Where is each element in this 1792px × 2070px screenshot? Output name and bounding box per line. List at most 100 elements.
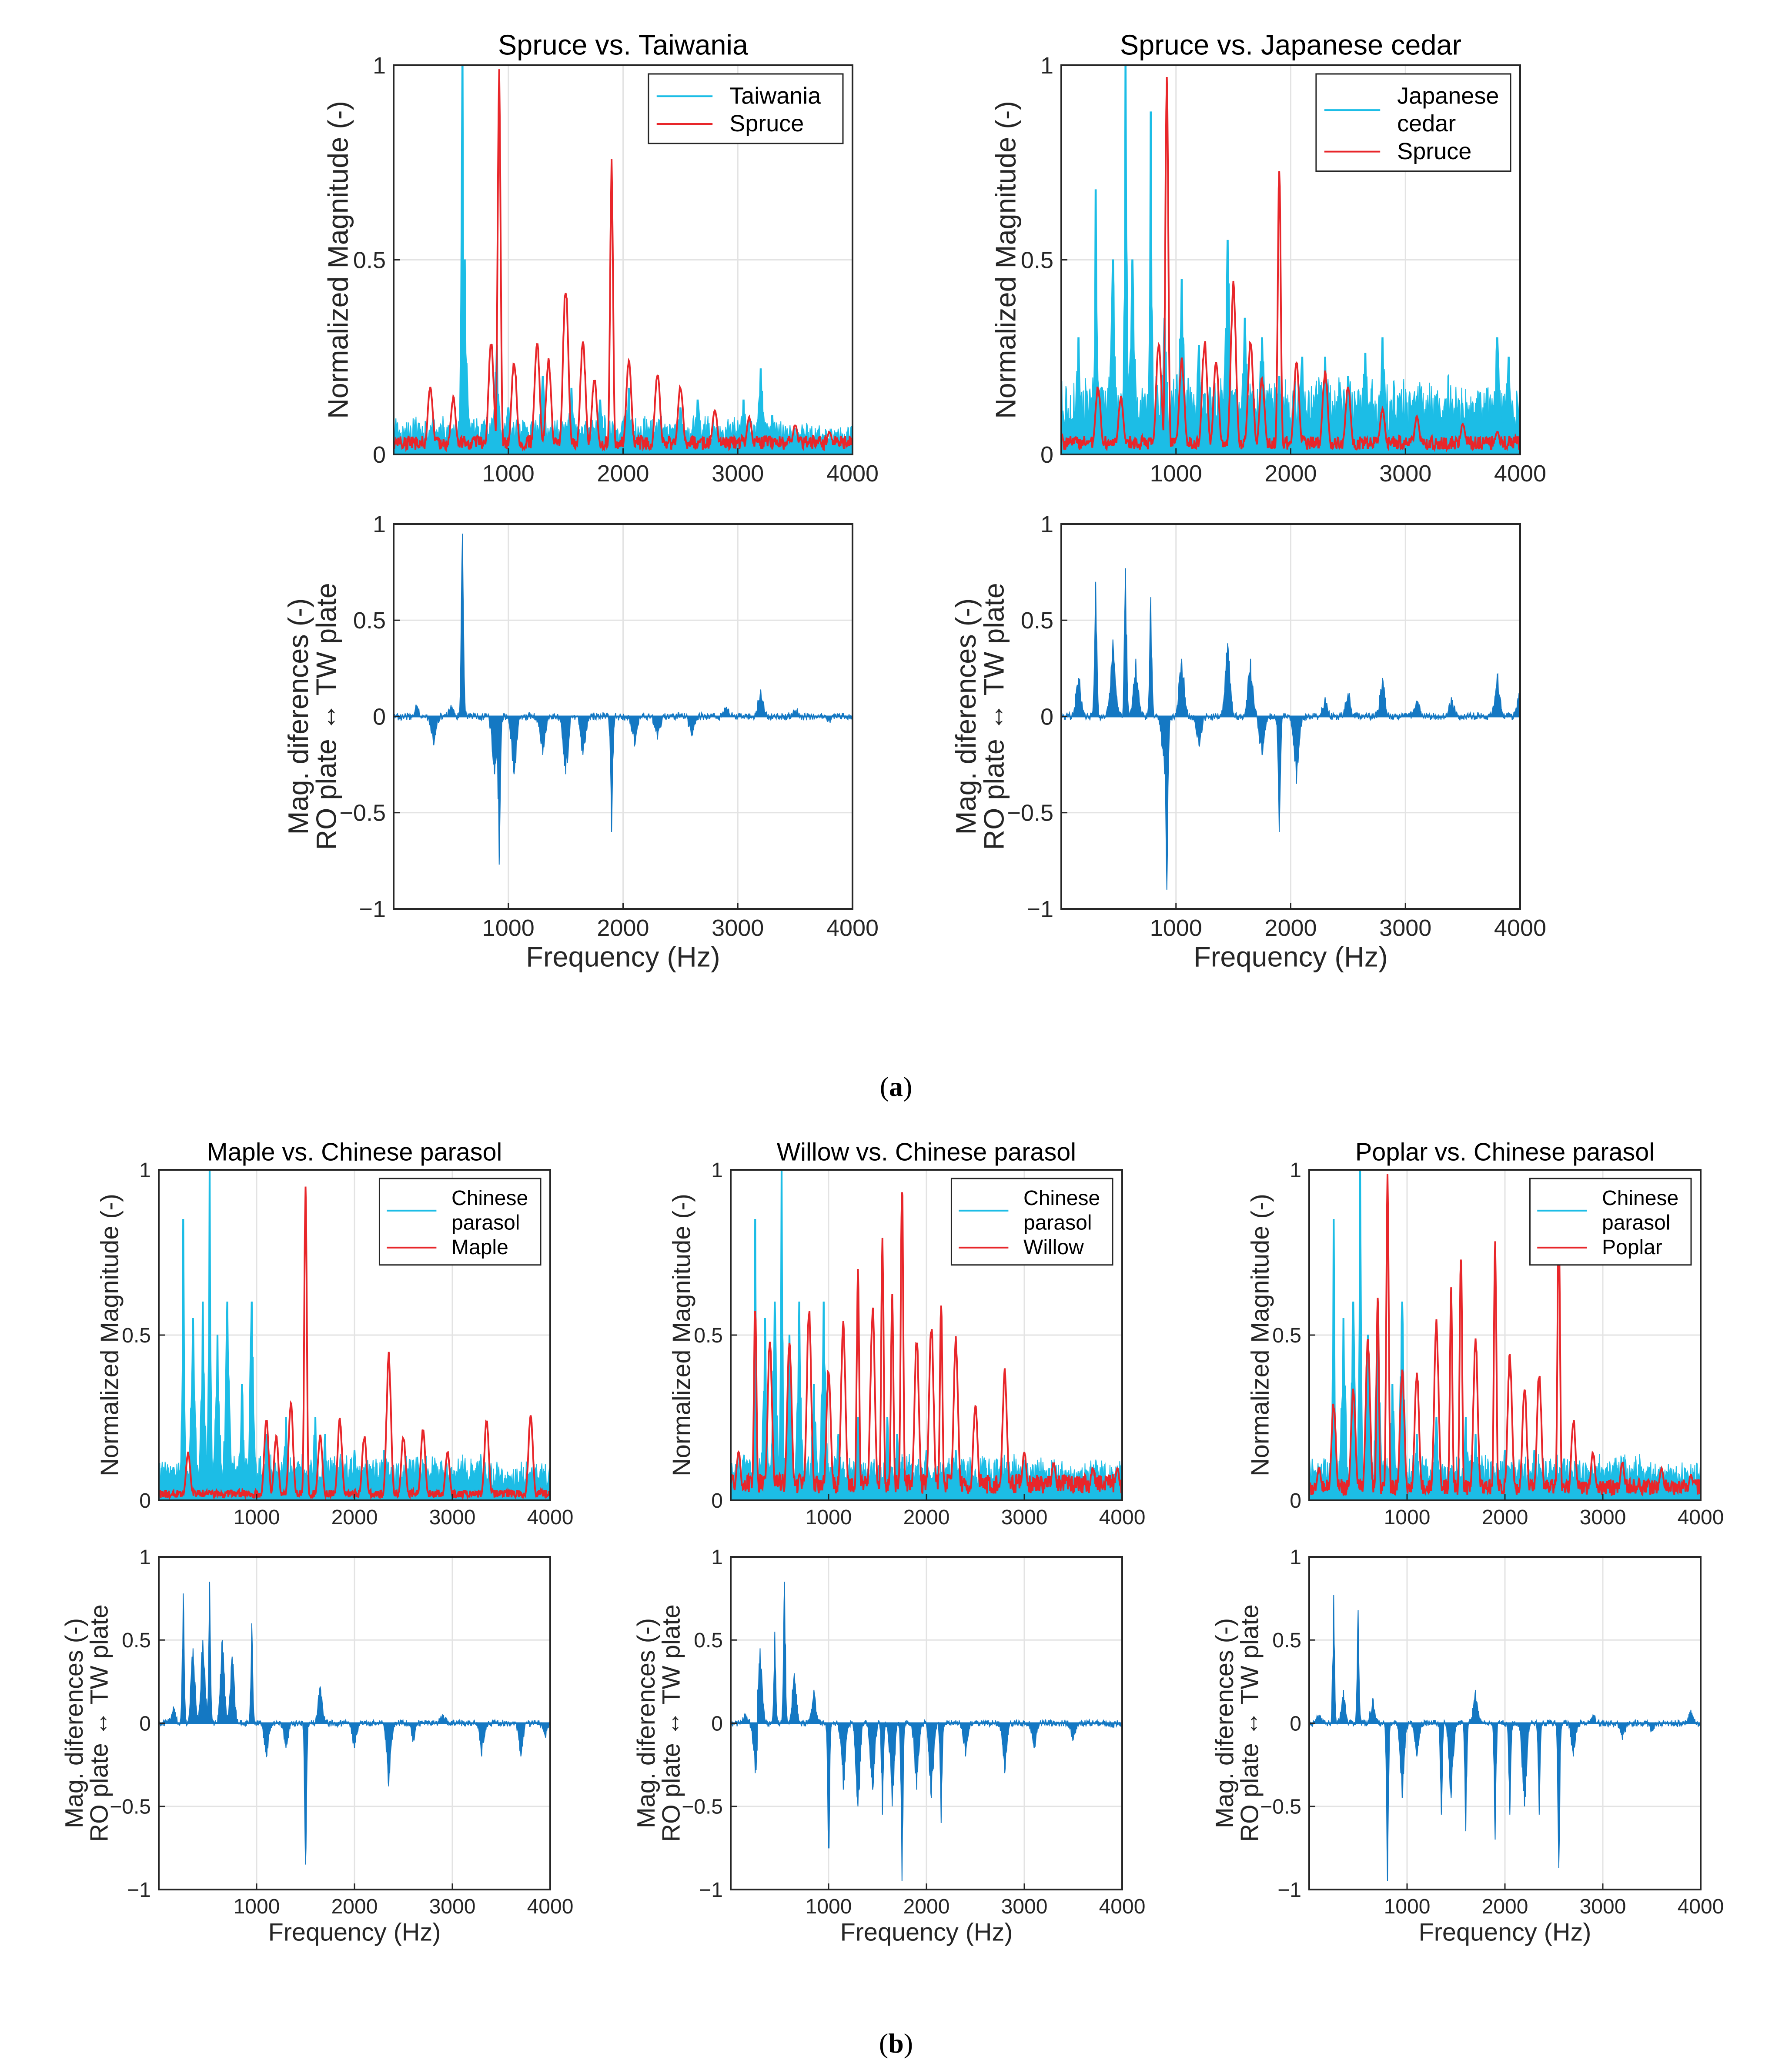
plot-area: [1309, 1170, 1701, 1500]
x-tick-label: 1000: [234, 1506, 280, 1529]
series-chinese-parasol-area: [1309, 1170, 1701, 1500]
y-axis-label: RO plate ↔ TW plate: [978, 583, 1010, 850]
x-tick-label: 2000: [903, 1506, 950, 1529]
y-tick-label: −1: [359, 896, 386, 922]
y-tick-label: 1: [1290, 1546, 1301, 1569]
y-tick-label: 0.5: [694, 1324, 723, 1347]
chart-title: Spruce vs. Taiwania: [498, 29, 749, 61]
legend-label: Japanese: [1397, 83, 1499, 109]
y-axis-label: Mag. diferences (-): [60, 1618, 88, 1828]
series-japanese-cedar-area: [1061, 65, 1520, 454]
y-tick-label: 1: [373, 511, 386, 538]
x-tick-label: 2000: [1482, 1895, 1528, 1918]
series-chinese-parasol-area: [731, 1170, 1122, 1500]
legend-label: Taiwania: [729, 83, 821, 109]
legend-label: Chinese: [1023, 1187, 1100, 1210]
series-taiwania-area: [394, 65, 853, 454]
x-tick-label: 4000: [527, 1895, 574, 1918]
y-tick-label: −1: [1026, 896, 1053, 922]
series-difference-area: [1309, 1595, 1701, 1881]
x-tick-label: 2000: [331, 1506, 378, 1529]
y-tick-label: 0: [1040, 442, 1053, 468]
chart-a2-top: 1000 2000 3000 4000 0 0.5 1 Spruce vs. Japanese…: [990, 29, 1546, 487]
chart-b1-bottom: 1000 2000 3000 4000 −1 −0.5 0 0.5 1 Frequency (Hz…: [60, 1546, 574, 1946]
plot-area: [1061, 65, 1520, 454]
x-tick-label: 3000: [1379, 461, 1431, 487]
y-tick-label: 1: [1040, 511, 1053, 538]
y-tick-label: 1: [139, 1159, 151, 1182]
x-tick-label: 4000: [826, 915, 879, 941]
plot-area: [159, 1170, 550, 1500]
x-tick-label: 4000: [527, 1506, 574, 1529]
y-tick-label: −0.5: [682, 1796, 723, 1819]
y-axis-label: RO plate ↔ TW plate: [1236, 1604, 1264, 1842]
legend-box: [1529, 1178, 1692, 1266]
x-tick-label: 4000: [1678, 1506, 1724, 1529]
y-tick-label: −1: [1277, 1879, 1301, 1902]
x-axis-label: Frequency (Hz): [526, 941, 720, 972]
x-axis-label: Frequency (Hz): [1194, 941, 1388, 972]
x-tick-label: 3000: [1580, 1895, 1626, 1918]
y-tick-label: 0: [1290, 1489, 1301, 1512]
x-tick-label: 3000: [712, 915, 764, 941]
legend-label: Willow: [1023, 1236, 1084, 1259]
legend-box: [1315, 73, 1511, 172]
chart-b1-top: 1000 2000 3000 4000 0 0.5 1 Maple vs. Chinese p…: [96, 1138, 573, 1529]
x-tick-label: 2000: [331, 1895, 378, 1918]
x-tick-label: 1000: [234, 1895, 280, 1918]
x-tick-label: 1000: [1384, 1506, 1431, 1529]
y-axis-label: Mag. diferences (-): [282, 598, 314, 835]
y-tick-label: −1: [699, 1879, 723, 1902]
series-spruce-line: [394, 69, 853, 452]
y-tick-label: −0.5: [110, 1796, 151, 1819]
legend-label: Chinese: [1602, 1187, 1678, 1210]
legend-label: Maple: [451, 1236, 508, 1259]
caption-b: (b): [879, 2028, 913, 2059]
y-axis-label: Normalized Magnitude (-): [668, 1194, 695, 1476]
x-tick-label: 2000: [597, 461, 649, 487]
y-axis-label: Normalized Magnitude (-): [990, 101, 1022, 419]
y-tick-label: −1: [127, 1879, 151, 1902]
y-tick-label: 0: [139, 1712, 151, 1735]
legend-label: Spruce: [1397, 138, 1471, 164]
x-tick-label: 1000: [1384, 1895, 1431, 1918]
chart-title: Poplar vs. Chinese parasol: [1355, 1138, 1655, 1166]
x-tick-label: 1000: [1150, 915, 1202, 941]
legend-box: [648, 73, 844, 144]
x-tick-label: 2000: [1482, 1506, 1528, 1529]
chart-a1-top: 1000 2000 3000 4000 0 0.5 1 Spruce vs. Taiwania…: [322, 29, 879, 487]
legend-label: Chinese: [451, 1187, 528, 1210]
caption-a: (a): [880, 1071, 913, 1102]
x-tick-label: 3000: [1580, 1506, 1626, 1529]
x-tick-label: 4000: [1099, 1895, 1146, 1918]
x-tick-label: 4000: [1494, 461, 1546, 487]
x-tick-label: 4000: [1678, 1895, 1724, 1918]
x-axis-label: Frequency (Hz): [268, 1919, 441, 1946]
x-tick-label: 1000: [482, 461, 535, 487]
legend-label: Poplar: [1602, 1236, 1662, 1259]
x-tick-label: 3000: [712, 461, 764, 487]
y-tick-label: 0.5: [122, 1324, 151, 1347]
chart-b2-bottom: 1000 2000 3000 4000 −1 −0.5 0 0.5 1 Frequency (Hz…: [632, 1546, 1146, 1946]
chart-title: Maple vs. Chinese parasol: [207, 1138, 502, 1166]
y-tick-label: 0.5: [1021, 247, 1053, 273]
legend-label: parasol: [451, 1211, 520, 1234]
y-tick-label: 0: [139, 1489, 151, 1512]
x-tick-label: 3000: [1379, 915, 1431, 941]
legend-label: cedar: [1397, 110, 1456, 137]
y-axis-label: RO plate ↔ TW plate: [311, 583, 342, 850]
y-tick-label: −0.5: [1260, 1796, 1301, 1819]
y-tick-label: 0.5: [353, 608, 386, 634]
x-tick-label: 4000: [826, 461, 879, 487]
series-chinese-parasol-area: [159, 1170, 550, 1500]
x-tick-label: 3000: [429, 1506, 476, 1529]
y-tick-label: 0: [373, 704, 386, 730]
y-tick-label: −0.5: [1007, 800, 1053, 826]
chart-b3-bottom: 1000 2000 3000 4000 −1 −0.5 0 0.5 1 Frequency (Hz…: [1211, 1546, 1724, 1946]
y-tick-label: 0: [1040, 704, 1053, 730]
plot-area: [394, 65, 853, 454]
